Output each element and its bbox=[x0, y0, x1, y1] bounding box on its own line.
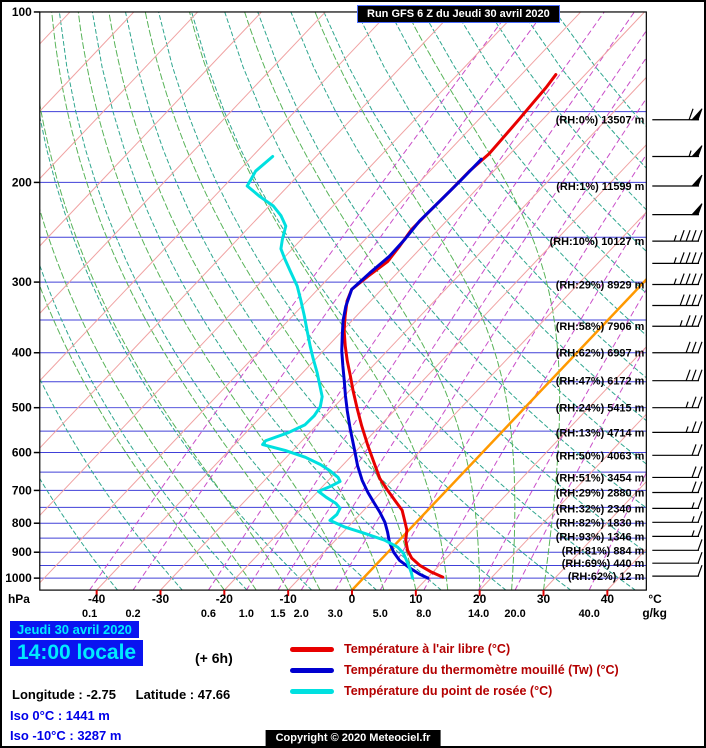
svg-text:g/kg: g/kg bbox=[642, 606, 667, 620]
dew-point-line-swatch bbox=[290, 688, 334, 694]
svg-text:14.0: 14.0 bbox=[468, 608, 489, 620]
legend: Température à l'air libre (°C) Températu… bbox=[290, 642, 619, 698]
svg-text:20.0: 20.0 bbox=[504, 608, 525, 620]
svg-text:hPa: hPa bbox=[8, 592, 30, 606]
svg-text:(RH:29%) 2880 m: (RH:29%) 2880 m bbox=[556, 487, 645, 499]
svg-text:3.0: 3.0 bbox=[328, 608, 343, 620]
svg-text:(RH:93%) 1346 m: (RH:93%) 1346 m bbox=[556, 531, 645, 543]
svg-text:(RH:32%) 2340 m: (RH:32%) 2340 m bbox=[556, 503, 645, 515]
legend-label-temperature: Température à l'air libre (°C) bbox=[344, 642, 511, 656]
svg-text:1000: 1000 bbox=[5, 571, 32, 585]
svg-text:(RH:24%) 5415 m: (RH:24%) 5415 m bbox=[556, 403, 645, 415]
svg-text:(RH:50%) 4063 m: (RH:50%) 4063 m bbox=[556, 450, 645, 462]
iso-minus10-height: Iso -10°C : 3287 m bbox=[10, 728, 122, 743]
wet-bulb-line-swatch bbox=[290, 667, 334, 673]
legend-item-wet-bulb: Température du thermomètre mouillé (Tw) … bbox=[290, 663, 619, 677]
svg-text:(RH:62%) 12 m: (RH:62%) 12 m bbox=[568, 571, 645, 583]
svg-text:600: 600 bbox=[12, 446, 32, 460]
svg-text:-30: -30 bbox=[152, 592, 170, 606]
svg-text:(RH:13%) 4714 m: (RH:13%) 4714 m bbox=[556, 427, 645, 439]
run-date: Jeudi 30 avril 2020 bbox=[10, 621, 139, 638]
dew_point-curve bbox=[245, 155, 415, 580]
longitude-value: Longitude : -2.75 bbox=[12, 687, 116, 702]
svg-text:-10: -10 bbox=[280, 592, 298, 606]
svg-text:1.5: 1.5 bbox=[270, 608, 285, 620]
svg-text:0.6: 0.6 bbox=[201, 608, 216, 620]
pressure-axis: 100 200 300 400 500 600 700 800 900 1000 hPa bbox=[5, 5, 40, 606]
svg-text:40: 40 bbox=[601, 592, 615, 606]
svg-text:0.2: 0.2 bbox=[125, 608, 140, 620]
svg-text:200: 200 bbox=[12, 175, 32, 189]
svg-text:0: 0 bbox=[349, 592, 356, 606]
temperature-line-swatch bbox=[290, 646, 334, 652]
svg-text:(RH:58%) 7906 m: (RH:58%) 7906 m bbox=[556, 321, 645, 333]
svg-text:8.0: 8.0 bbox=[416, 608, 431, 620]
svg-text:20: 20 bbox=[473, 592, 487, 606]
svg-text:1.0: 1.0 bbox=[239, 608, 254, 620]
legend-label-dew-point: Température du point de rosée (°C) bbox=[344, 684, 553, 698]
legend-item-temperature: Température à l'air libre (°C) bbox=[290, 642, 619, 656]
svg-text:(RH:47%) 6172 m: (RH:47%) 6172 m bbox=[556, 376, 645, 388]
rh-height-labels: (RH:0%) 13507 m (RH:1%) 11599 m (RH:10%) 1… bbox=[550, 115, 645, 583]
temperature-axis: -40 -30 -20 -10 0 10 20 30 40 °C bbox=[88, 590, 662, 606]
svg-text:(RH:62%) 6997 m: (RH:62%) 6997 m bbox=[556, 348, 645, 360]
legend-label-wet-bulb: Température du thermomètre mouillé (Tw) … bbox=[344, 663, 619, 677]
iso-0-height: Iso 0°C : 1441 m bbox=[10, 708, 110, 723]
svg-text:(RH:69%) 440 m: (RH:69%) 440 m bbox=[562, 558, 645, 570]
svg-text:-20: -20 bbox=[216, 592, 234, 606]
coordinates: Longitude : -2.75 Latitude : 47.66 bbox=[12, 687, 246, 702]
mixing-ratio-axis: 0.1 0.2 0.6 1.0 1.5 2.0 3.0 5.0 8.0 14.0 20.0 40.0 g… bbox=[82, 606, 667, 620]
svg-text:(RH:29%) 8929 m: (RH:29%) 8929 m bbox=[556, 279, 645, 291]
wind-barbs bbox=[652, 108, 703, 577]
sounding-chart: 100 200 300 400 500 600 700 800 900 1000 hPa -40 -30… bbox=[2, 2, 704, 622]
svg-text:40.0: 40.0 bbox=[579, 608, 600, 620]
svg-text:500: 500 bbox=[12, 401, 32, 415]
svg-text:300: 300 bbox=[12, 275, 32, 289]
svg-text:(RH:81%) 884 m: (RH:81%) 884 m bbox=[562, 545, 645, 557]
svg-text:(RH:51%) 3454 m: (RH:51%) 3454 m bbox=[556, 472, 645, 484]
background-grid bbox=[39, 11, 647, 591]
svg-text:(RH:82%) 1830 m: (RH:82%) 1830 m bbox=[556, 517, 645, 529]
svg-text:100: 100 bbox=[12, 5, 32, 19]
svg-text:10: 10 bbox=[409, 592, 423, 606]
svg-text:30: 30 bbox=[537, 592, 551, 606]
svg-text:°C: °C bbox=[648, 592, 662, 606]
svg-text:2.0: 2.0 bbox=[294, 608, 309, 620]
svg-text:(RH:0%) 13507 m: (RH:0%) 13507 m bbox=[556, 115, 645, 127]
latitude-value: Latitude : 47.66 bbox=[135, 687, 231, 702]
forecast-offset: (+ 6h) bbox=[195, 650, 233, 666]
svg-text:800: 800 bbox=[12, 516, 32, 530]
legend-item-dew-point: Température du point de rosée (°C) bbox=[290, 684, 619, 698]
svg-text:0.1: 0.1 bbox=[82, 608, 97, 620]
svg-text:5.0: 5.0 bbox=[373, 608, 388, 620]
svg-text:400: 400 bbox=[12, 346, 32, 360]
plot-border bbox=[39, 11, 647, 591]
svg-text:(RH:10%) 10127 m: (RH:10%) 10127 m bbox=[550, 236, 645, 248]
svg-text:(RH:1%) 11599 m: (RH:1%) 11599 m bbox=[556, 181, 644, 193]
svg-text:900: 900 bbox=[12, 545, 32, 559]
svg-text:700: 700 bbox=[12, 483, 32, 497]
svg-text:-40: -40 bbox=[88, 592, 106, 606]
copyright: Copyright © 2020 Meteociel.fr bbox=[265, 730, 441, 746]
local-time: 14:00 locale bbox=[10, 640, 144, 666]
run-title: Run GFS 6 Z du Jeudi 30 avril 2020 bbox=[357, 5, 560, 23]
